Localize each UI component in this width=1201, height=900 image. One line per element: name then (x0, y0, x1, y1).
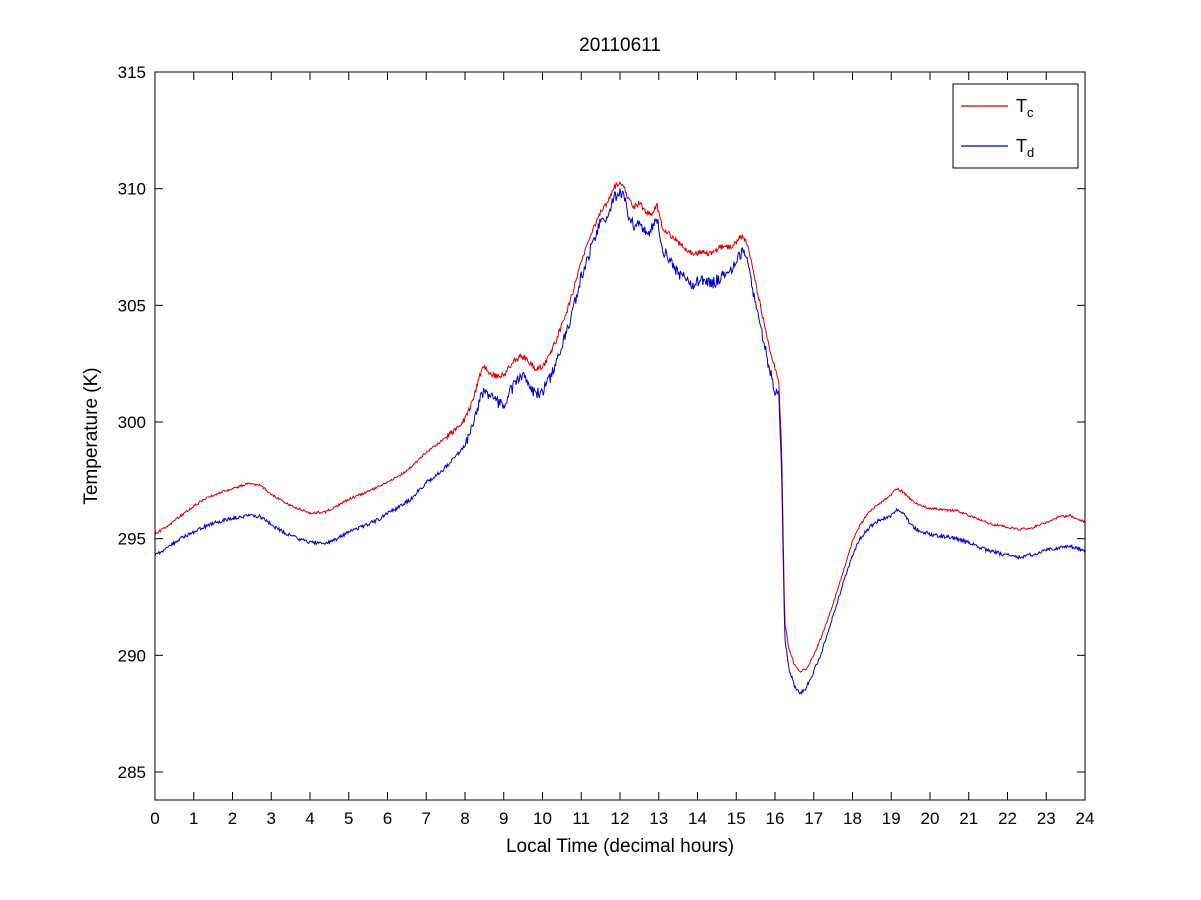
series-line-T_d (154, 188, 1086, 695)
x-tick-label: 19 (882, 809, 901, 828)
x-tick-label: 3 (267, 809, 276, 828)
series-line-T_c (154, 180, 1086, 673)
x-tick-label: 13 (649, 809, 668, 828)
x-tick-label: 24 (1076, 809, 1095, 828)
x-tick-label: 23 (1037, 809, 1056, 828)
x-axis-label: Local Time (decimal hours) (506, 836, 734, 857)
x-tick-label: 14 (688, 809, 707, 828)
x-tick-label: 15 (727, 809, 746, 828)
x-tick-label: 17 (804, 809, 823, 828)
x-tick-label: 6 (383, 809, 392, 828)
chart-title: 20110611 (579, 35, 661, 56)
axis-tick-labels: 0 1 2 3 4 5 6 7 8 9 10 11 12 13 14 15 16 17 18 19 20 21 22 23 24… (118, 63, 1095, 828)
legend-label-Td: Td (1016, 136, 1034, 160)
x-tick-label: 21 (959, 809, 978, 828)
y-axis-label: Temperature (K) (81, 367, 102, 504)
legend: Tc Td (952, 83, 1079, 169)
legend-box (952, 83, 1079, 169)
axis-ticks (154, 71, 1086, 800)
x-tick-label: 4 (305, 809, 314, 828)
y-tick-label: 315 (118, 63, 146, 82)
legend-label-Td-sub: d (1027, 145, 1034, 160)
y-tick-label: 290 (118, 646, 146, 665)
legend-label-Tc: Tc (1016, 96, 1034, 120)
x-tick-label: 16 (766, 809, 785, 828)
x-tick-label: 8 (460, 809, 469, 828)
x-tick-label: 11 (572, 809, 590, 828)
x-tick-label: 10 (533, 809, 552, 828)
x-tick-label: 0 (150, 809, 159, 828)
legend-label-Tc-base: T (1016, 96, 1027, 116)
x-tick-label: 18 (843, 809, 862, 828)
x-tick-label: 9 (499, 809, 508, 828)
y-tick-label: 285 (118, 763, 146, 782)
y-tick-label: 295 (118, 530, 146, 549)
x-tick-label: 5 (344, 809, 353, 828)
x-tick-label: 2 (228, 809, 237, 828)
x-tick-label: 1 (189, 809, 198, 828)
legend-label-Tc-sub: c (1027, 105, 1034, 120)
y-tick-label: 305 (118, 296, 146, 315)
x-tick-label: 12 (611, 809, 630, 828)
y-tick-label: 300 (118, 413, 146, 432)
x-tick-label: 7 (422, 809, 431, 828)
series-lines (154, 180, 1086, 695)
x-tick-label: 22 (998, 809, 1017, 828)
y-tick-label: 310 (118, 180, 146, 199)
legend-label-Td-base: T (1016, 136, 1027, 156)
x-tick-label: 20 (921, 809, 940, 828)
